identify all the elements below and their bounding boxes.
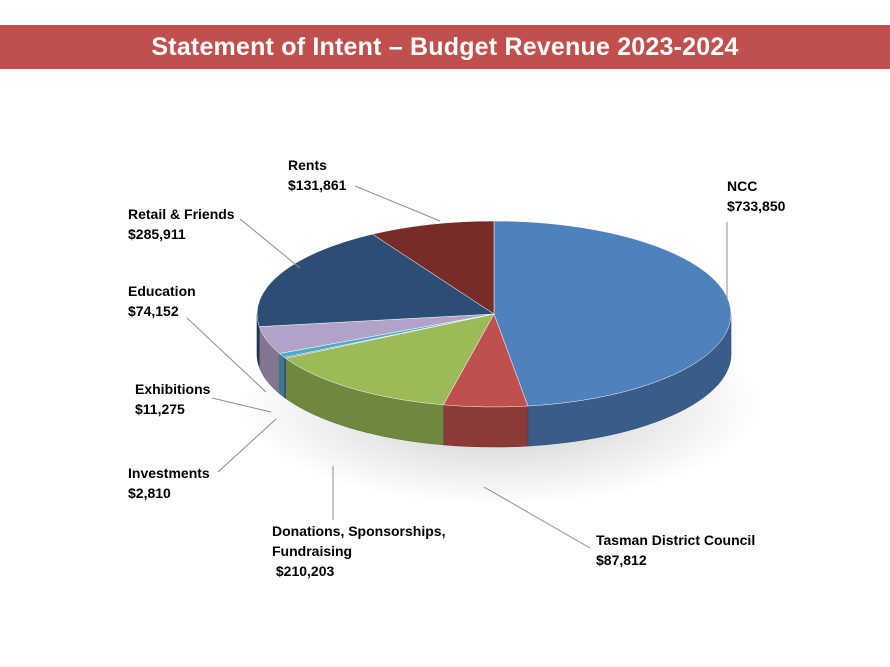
slice-label-education: Education $74,152 bbox=[128, 283, 196, 319]
leader-line-rents bbox=[354, 185, 441, 222]
slice-label-donations: Donations, Sponsorships, Fundraising $210… bbox=[272, 523, 445, 579]
slice-label-exhibitions: Exhibitions $11,275 bbox=[135, 381, 211, 417]
title-banner: Statement of Intent – Budget Revenue 202… bbox=[0, 25, 890, 69]
pie-slice-rents bbox=[371, 220, 495, 315]
slice-labels: NCC $733,850 Tasman District Council $87,81… bbox=[128, 157, 786, 579]
pie-slice-ncc bbox=[493, 220, 732, 407]
pie-side-exhibitions bbox=[279, 352, 285, 398]
slice-label-investments: Investments $2,810 bbox=[128, 465, 210, 501]
leader-line-tdc bbox=[483, 486, 591, 549]
slice-label-tdc: Tasman District Council $87,812 bbox=[596, 532, 755, 568]
pie-side-tdc bbox=[443, 404, 529, 448]
leader-line-education bbox=[186, 317, 267, 393]
pie-slice-donations bbox=[285, 313, 495, 406]
leader-line-investments bbox=[217, 418, 277, 473]
chart-title: Statement of Intent – Budget Revenue 202… bbox=[151, 32, 739, 61]
leader-line-exhibitions bbox=[211, 397, 272, 413]
pie-slice-retail bbox=[256, 233, 495, 327]
leader-line-retail bbox=[239, 218, 301, 269]
pie-sides bbox=[256, 313, 732, 448]
pie-tops bbox=[256, 220, 732, 408]
leader-lines bbox=[186, 185, 728, 549]
slice-label-ncc: NCC $733,850 bbox=[727, 178, 786, 214]
slice-label-rents: Rents $131,861 bbox=[288, 157, 347, 193]
slice-label-retail: Retail & Friends $285,911 bbox=[128, 206, 235, 242]
